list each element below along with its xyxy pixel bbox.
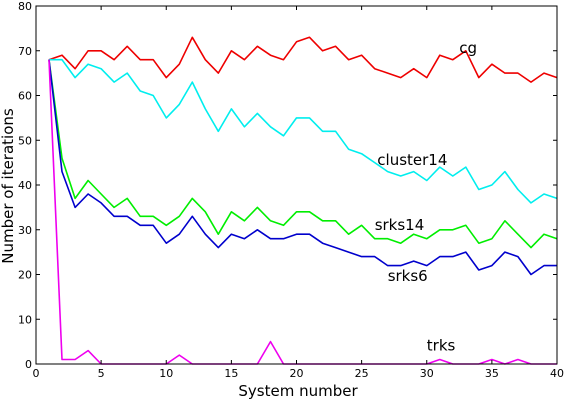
series-label-cluster14: cluster14 [377,151,447,169]
plot-background [36,6,557,364]
series-line-srks6 [48,59,557,276]
series-line-cluster14 [49,58,558,204]
y-tick-label: 20 [18,269,32,282]
y-tick-label: 0 [25,358,32,371]
series-line-srks14 [48,59,558,249]
y-axis-label: Number of iterations [0,108,17,264]
series-labels: cg cluster14 srks14 srks6 trks [375,39,477,355]
x-tick-label: 30 [420,367,434,380]
series-label-trks: trks [427,337,456,355]
x-axis-label: System number [238,382,358,400]
y-tick-label: 50 [18,134,32,147]
y-tick-label: 60 [18,90,32,103]
y-tick-label: 80 [18,0,32,13]
y-tick-label: 70 [18,45,32,58]
series-label-srks14: srks14 [375,216,425,234]
series-line-cg [48,36,558,83]
y-tick-label: 40 [18,179,32,192]
x-tick-label: 25 [355,367,369,380]
x-tick-label: 40 [550,367,564,380]
y-tick-label: 30 [18,224,32,237]
x-tick-label: 15 [224,367,238,380]
x-tick-label: 35 [485,367,499,380]
x-tick-label: 10 [159,367,173,380]
x-tick-label: 5 [98,367,105,380]
series-label-srks6: srks6 [388,267,428,285]
axes: 0 5 10 15 20 25 30 35 40 0 10 20 30 40 50 60 70 80 [18,0,564,380]
series-label-cg: cg [459,39,477,57]
plot-area [36,6,557,364]
x-tick-label: 0 [33,367,40,380]
y-tick-label: 10 [18,313,32,326]
x-tick-label: 20 [290,367,304,380]
